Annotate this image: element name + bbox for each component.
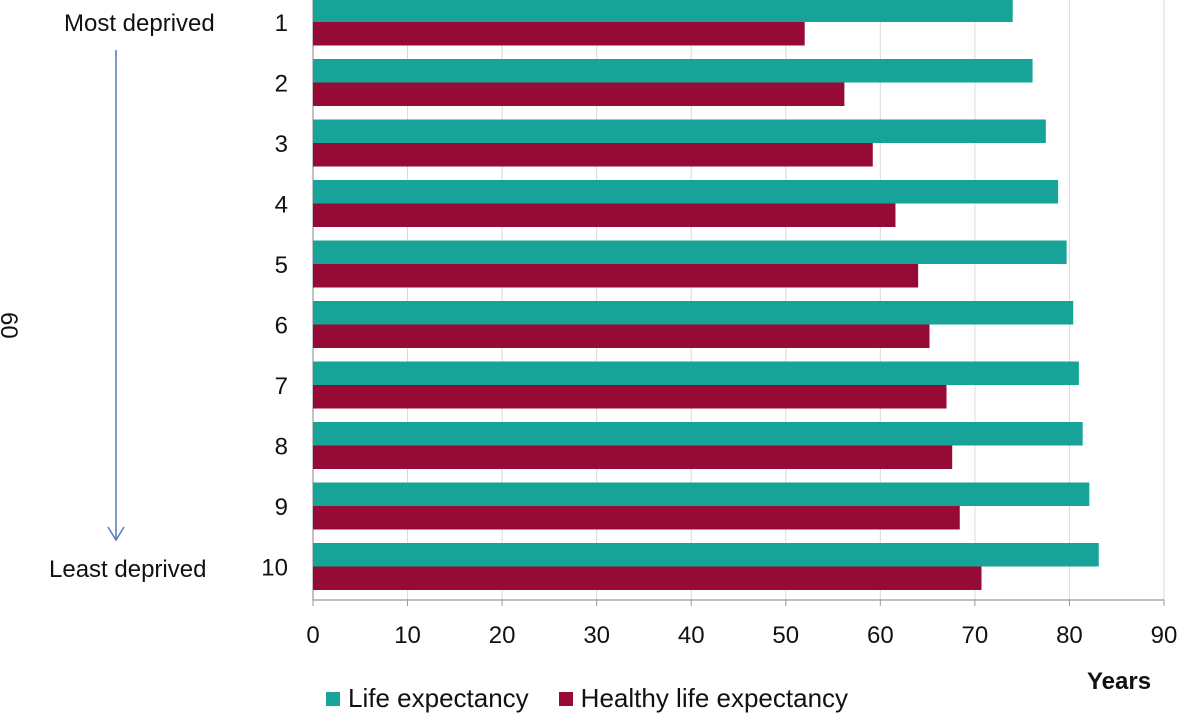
bar-life-expectancy-3 [313, 119, 1046, 143]
bar-life-expectancy-4 [313, 180, 1059, 204]
bar-life-expectancy-1 [313, 0, 1013, 22]
bar-life-expectancy-6 [313, 301, 1074, 325]
bar-healthy-life-expectancy-7 [313, 385, 947, 409]
x-tick-label-10: 10 [394, 622, 421, 649]
bar-healthy-life-expectancy-10 [313, 566, 982, 590]
bar-healthy-life-expectancy-8 [313, 445, 953, 469]
bar-life-expectancy-8 [313, 422, 1083, 446]
bar-healthy-life-expectancy-2 [313, 82, 845, 106]
deprivation-arrow-head [107, 526, 125, 542]
y-tick-label-8: 8 [275, 434, 288, 461]
x-tick-label-20: 20 [489, 622, 516, 649]
bar-healthy-life-expectancy-9 [313, 506, 960, 530]
bar-life-expectancy-9 [313, 482, 1090, 506]
bar-healthy-life-expectancy-4 [313, 203, 896, 227]
x-tick-label-0: 0 [306, 622, 319, 649]
bar-life-expectancy-5 [313, 240, 1067, 264]
x-tick-label-30: 30 [583, 622, 610, 649]
y-tick-label-10: 10 [261, 555, 288, 582]
bar-life-expectancy-2 [313, 59, 1033, 83]
y-tick-label-6: 6 [275, 313, 288, 340]
legend-swatch-healthy-life-expectancy [558, 691, 573, 706]
y-tick-label-1: 1 [275, 10, 288, 37]
legend-item-life-expectancy: Life expectancy [326, 683, 529, 714]
legend: Life expectancy Healthy life expectancy [326, 683, 878, 714]
bar-healthy-life-expectancy-5 [313, 264, 919, 288]
x-tick-label-40: 40 [678, 622, 705, 649]
bar-healthy-life-expectancy-1 [313, 22, 805, 46]
y-tick-label-5: 5 [275, 252, 288, 279]
bar-healthy-life-expectancy-6 [313, 324, 930, 348]
least-deprived-label: Least deprived [49, 556, 207, 583]
x-tick-label-50: 50 [772, 622, 799, 649]
most-deprived-label: Most deprived [64, 10, 215, 37]
legend-swatch-life-expectancy [326, 691, 340, 706]
rotated-side-label: 60 [0, 312, 22, 339]
legend-label-life-expectancy: Life expectancy [348, 683, 529, 713]
bar-healthy-life-expectancy-3 [313, 143, 873, 167]
y-tick-label-3: 3 [275, 131, 288, 158]
bar-life-expectancy-7 [313, 361, 1079, 385]
bar-life-expectancy-10 [313, 543, 1099, 567]
x-tick-label-80: 80 [1056, 622, 1083, 649]
legend-label-healthy-life-expectancy: Healthy life expectancy [580, 683, 849, 713]
y-tick-label-7: 7 [275, 373, 288, 400]
y-tick-label-9: 9 [275, 494, 288, 521]
legend-item-healthy-life-expectancy: Healthy life expectancy [558, 683, 849, 714]
x-tick-label-70: 70 [962, 622, 989, 649]
x-tick-label-90: 90 [1151, 622, 1178, 649]
x-tick-label-60: 60 [867, 622, 894, 649]
y-tick-label-2: 2 [275, 71, 288, 98]
x-axis-title: Years [1087, 668, 1152, 695]
y-tick-label-4: 4 [275, 192, 288, 219]
